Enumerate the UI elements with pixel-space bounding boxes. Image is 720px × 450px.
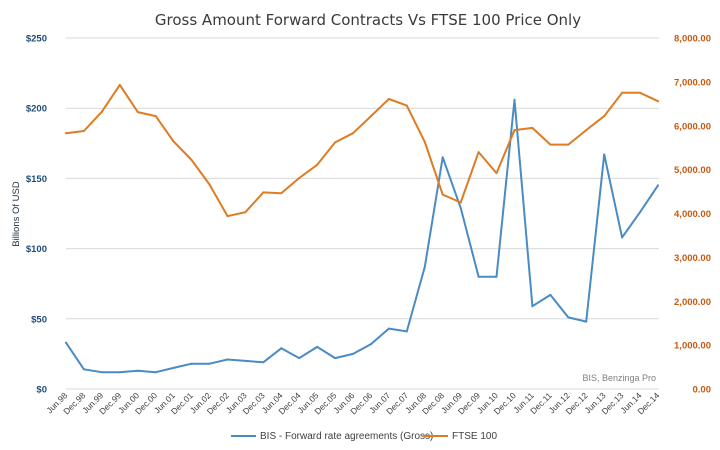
series-lines bbox=[65, 83, 659, 374]
data-point-bis bbox=[298, 357, 301, 360]
data-point-ftse bbox=[495, 172, 498, 175]
data-point-ftse bbox=[603, 115, 606, 118]
data-point-ftse bbox=[154, 115, 157, 118]
data-point-bis bbox=[136, 369, 139, 372]
right-axis-ticks: 0.00 1,000.00 2,000.00 3,000.00 4,000.00 5,00… bbox=[674, 34, 711, 396]
data-point-bis bbox=[441, 156, 444, 159]
data-point-bis bbox=[154, 371, 157, 374]
right-tick-label: 1,000.00 bbox=[674, 341, 711, 352]
data-point-ftse bbox=[280, 192, 283, 195]
data-point-bis bbox=[513, 98, 516, 101]
data-point-bis bbox=[65, 341, 67, 344]
data-point-bis bbox=[477, 275, 480, 278]
right-tick-label: 8,000.00 bbox=[674, 34, 711, 45]
data-point-ftse bbox=[172, 140, 175, 143]
data-point-ftse bbox=[423, 141, 426, 143]
data-point-bis bbox=[567, 316, 570, 319]
data-point-ftse bbox=[370, 115, 372, 118]
data-point-ftse bbox=[136, 111, 139, 114]
left-tick-label: $150 bbox=[26, 174, 47, 185]
data-point-bis bbox=[531, 305, 534, 308]
left-axis-ticks: $0 $50 $100 $150 $200 $250 bbox=[26, 34, 47, 396]
data-point-bis bbox=[495, 275, 498, 278]
left-tick-label: $50 bbox=[31, 314, 47, 325]
legend: BIS - Forward rate agreements (Gross) FT… bbox=[231, 431, 497, 442]
data-point-bis bbox=[280, 347, 283, 350]
data-point-bis bbox=[370, 343, 372, 346]
chart-title: Gross Amount Forward Contracts Vs FTSE 1… bbox=[155, 11, 581, 29]
data-point-ftse bbox=[82, 130, 85, 132]
data-point-ftse bbox=[298, 177, 301, 179]
y-axis-label: Billions Of USD bbox=[11, 181, 22, 247]
data-point-bis bbox=[208, 362, 211, 365]
data-point-bis bbox=[387, 327, 390, 330]
x-axis-ticks: Jun.98Dec.98Jun.99Dec.99Jun.00Dec.00Jun.… bbox=[44, 390, 661, 416]
legend-label-bis: BIS - Forward rate agreements (Gross) bbox=[260, 431, 433, 442]
data-point-ftse bbox=[567, 143, 570, 146]
data-point-ftse bbox=[208, 183, 211, 186]
left-tick-label: $100 bbox=[26, 244, 47, 255]
data-point-ftse bbox=[118, 83, 121, 86]
data-point-bis bbox=[262, 361, 265, 364]
data-point-ftse bbox=[190, 159, 193, 161]
data-point-bis bbox=[244, 359, 247, 362]
data-point-bis bbox=[423, 265, 426, 268]
data-point-ftse bbox=[316, 163, 319, 166]
data-point-ftse bbox=[477, 151, 480, 154]
data-point-bis bbox=[190, 362, 193, 365]
data-point-ftse bbox=[405, 104, 408, 107]
data-point-ftse bbox=[621, 91, 624, 94]
data-point-bis bbox=[118, 371, 121, 374]
left-tick-label: $0 bbox=[36, 385, 47, 396]
source-note: BIS, Benzinga Pro bbox=[582, 373, 656, 383]
data-point-ftse bbox=[657, 100, 659, 103]
right-tick-label: 4,000.00 bbox=[674, 209, 711, 220]
data-point-ftse bbox=[352, 132, 354, 135]
right-tick-label: 0.00 bbox=[693, 385, 712, 396]
data-point-ftse bbox=[639, 91, 642, 94]
right-tick-label: 3,000.00 bbox=[674, 253, 711, 264]
data-point-bis bbox=[316, 345, 319, 348]
data-point-bis bbox=[585, 320, 588, 323]
right-tick-label: 5,000.00 bbox=[674, 165, 711, 176]
legend-label-ftse: FTSE 100 bbox=[452, 431, 497, 442]
data-point-ftse bbox=[513, 129, 516, 132]
left-tick-label: $200 bbox=[26, 104, 47, 115]
data-point-ftse bbox=[585, 129, 588, 132]
data-point-ftse bbox=[441, 193, 444, 196]
data-point-bis bbox=[603, 153, 606, 156]
data-point-bis bbox=[334, 357, 337, 360]
data-point-bis bbox=[82, 368, 85, 371]
right-tick-label: 2,000.00 bbox=[674, 297, 711, 308]
data-point-ftse bbox=[549, 143, 552, 146]
data-point-ftse bbox=[65, 132, 67, 135]
data-point-ftse bbox=[262, 191, 265, 194]
data-point-ftse bbox=[244, 211, 247, 214]
data-point-bis bbox=[172, 366, 175, 369]
data-point-bis bbox=[657, 184, 659, 187]
data-point-bis bbox=[100, 371, 103, 374]
right-tick-label: 6,000.00 bbox=[674, 121, 711, 132]
data-point-ftse bbox=[459, 201, 462, 204]
left-tick-label: $250 bbox=[26, 34, 47, 45]
data-point-ftse bbox=[387, 98, 390, 100]
right-tick-label: 7,000.00 bbox=[674, 77, 711, 88]
data-point-bis bbox=[549, 293, 552, 296]
data-point-ftse bbox=[100, 110, 103, 113]
data-point-bis bbox=[405, 330, 408, 333]
series-line-ftse bbox=[65, 83, 659, 218]
data-point-ftse bbox=[531, 126, 534, 129]
data-point-ftse bbox=[334, 141, 337, 144]
data-point-ftse bbox=[226, 215, 229, 218]
data-point-bis bbox=[459, 206, 462, 209]
data-point-bis bbox=[352, 352, 354, 355]
data-point-bis bbox=[226, 358, 229, 361]
gridlines bbox=[66, 37, 659, 390]
series-line-bis bbox=[65, 98, 659, 374]
data-point-bis bbox=[621, 236, 624, 239]
data-point-bis bbox=[639, 211, 642, 214]
